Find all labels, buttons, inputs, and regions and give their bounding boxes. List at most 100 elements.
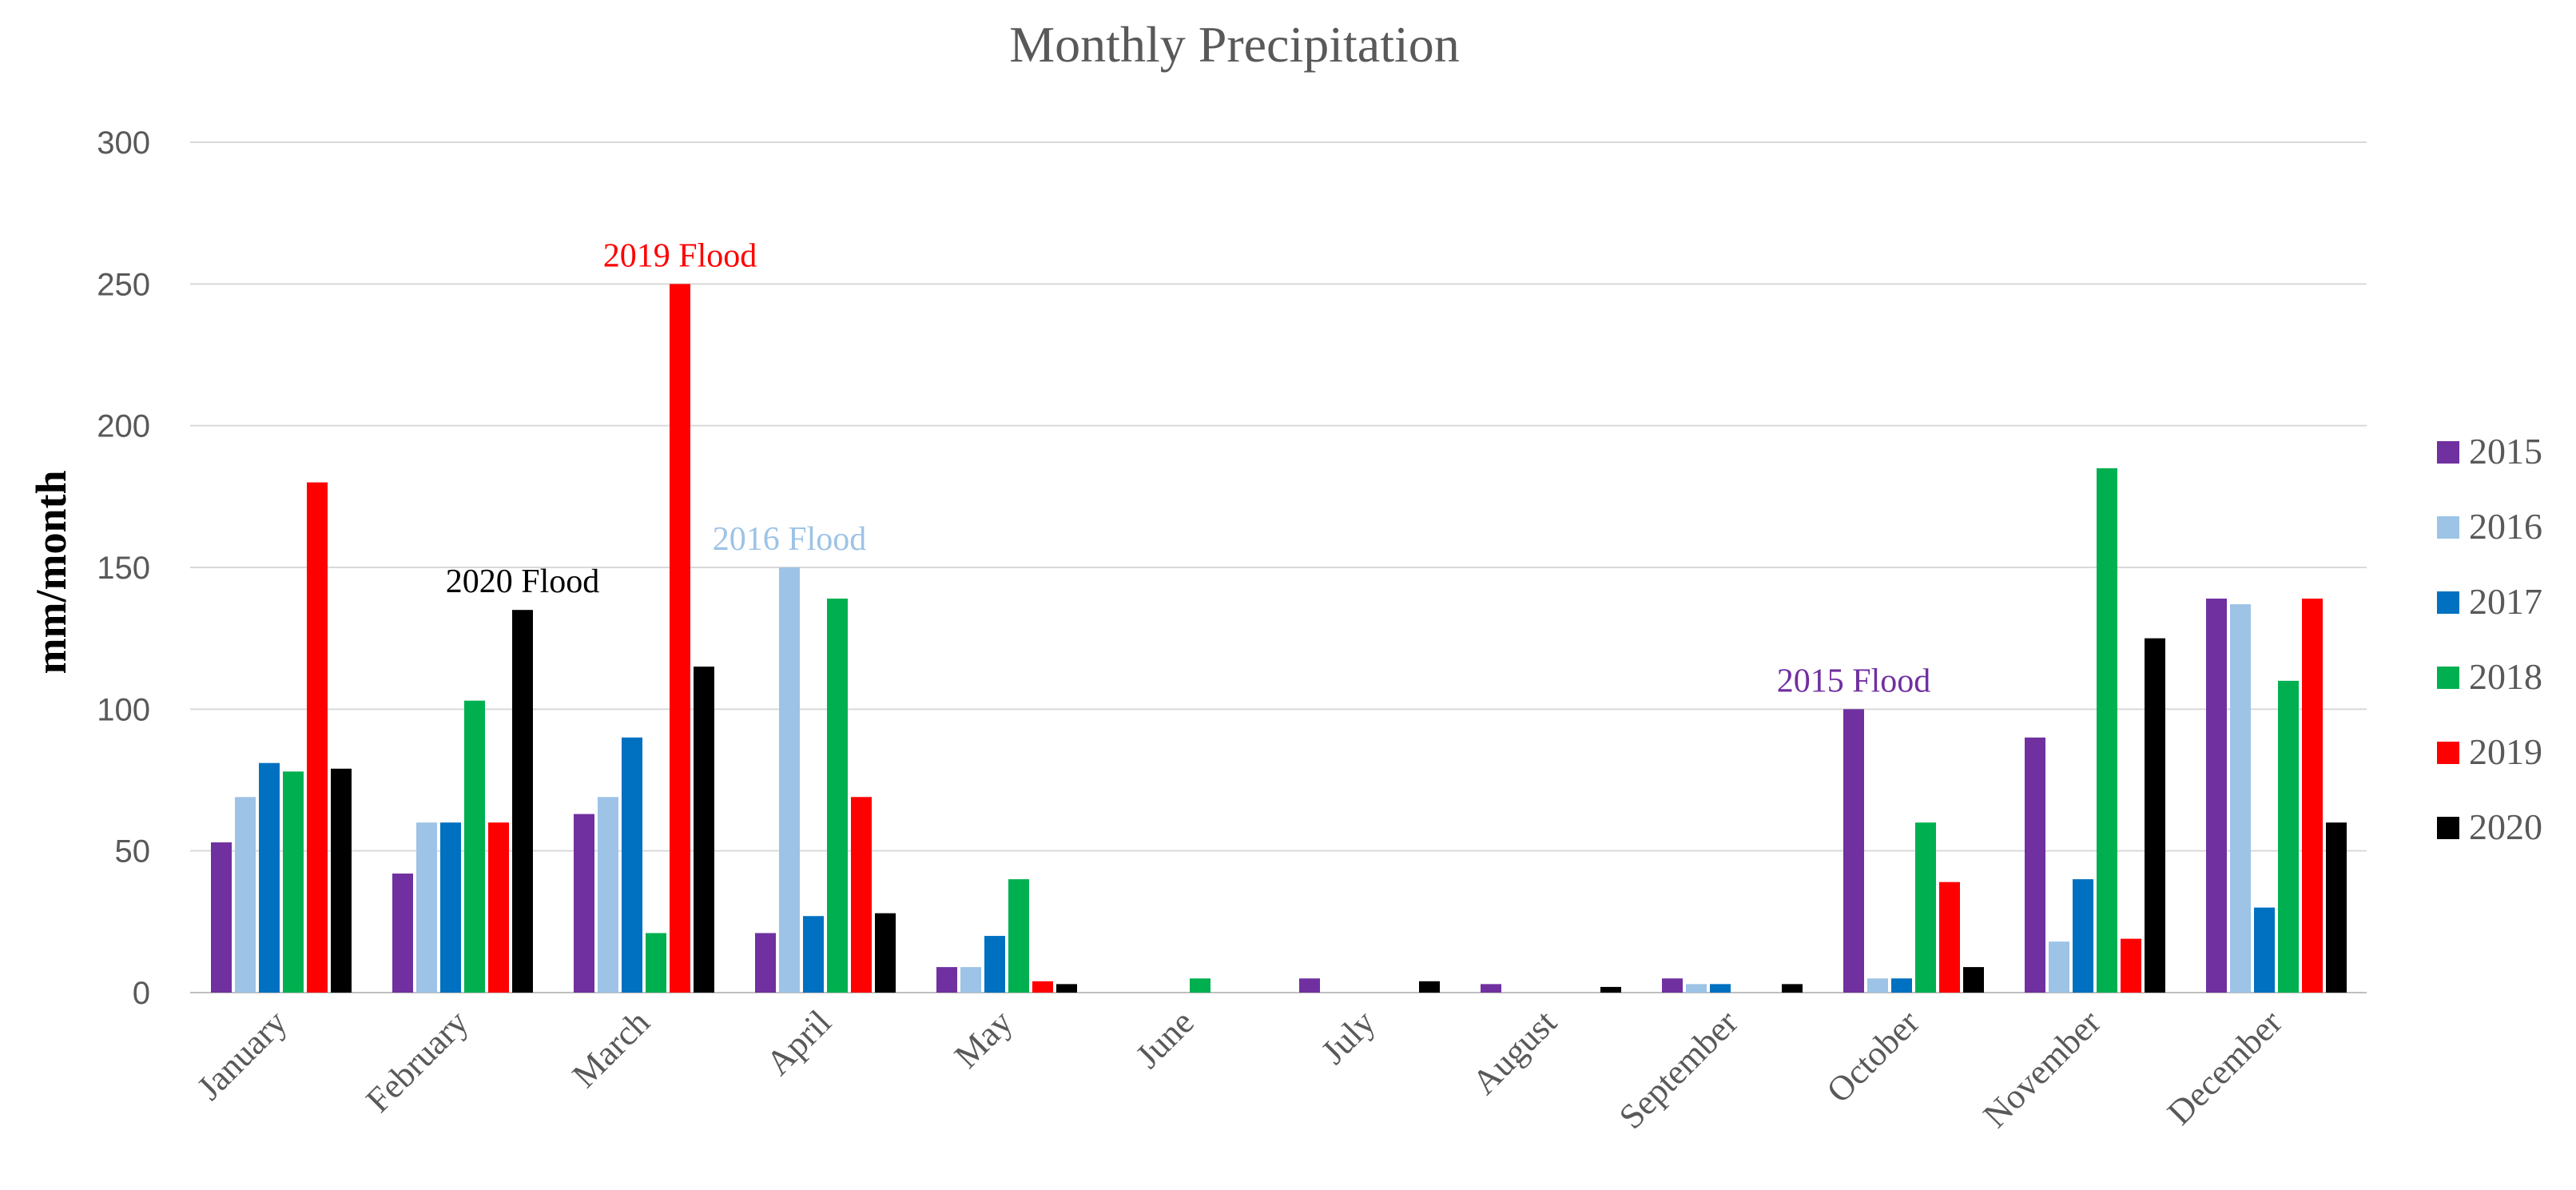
bar-2015-january bbox=[211, 842, 232, 993]
legend-swatch-2015 bbox=[2437, 441, 2459, 464]
x-tick-label: September bbox=[1612, 1002, 1746, 1136]
flood-annotation: 2016 Flood bbox=[713, 521, 867, 558]
bar-2017-september bbox=[1710, 984, 1731, 993]
bar-2019-january bbox=[307, 482, 328, 993]
y-tick-label: 250 bbox=[97, 267, 150, 302]
bar-2016-december bbox=[2230, 604, 2251, 993]
bar-2017-march bbox=[622, 737, 642, 993]
bar-2019-october bbox=[1939, 882, 1960, 993]
bar-2020-september bbox=[1782, 984, 1803, 993]
bar-2015-december bbox=[2206, 599, 2227, 993]
bar-2019-february bbox=[488, 822, 509, 993]
y-tick-label: 200 bbox=[97, 409, 150, 444]
legend-swatch-2020 bbox=[2437, 817, 2459, 839]
flood-annotation: 2020 Flood bbox=[446, 563, 600, 600]
bar-2020-february bbox=[512, 610, 533, 993]
bar-2019-may bbox=[1032, 981, 1053, 993]
bar-2019-december bbox=[2302, 599, 2323, 993]
bar-2015-november bbox=[2025, 737, 2045, 993]
x-tick-label: May bbox=[947, 1002, 1020, 1076]
bar-2020-october bbox=[1963, 967, 1984, 993]
bar-2020-december bbox=[2326, 822, 2347, 993]
bar-2018-march bbox=[646, 933, 666, 993]
bars-layer bbox=[211, 284, 2347, 993]
grid-layer: 0 50 100 150 200 250 300 bbox=[97, 125, 2367, 1011]
bar-2020-may bbox=[1056, 984, 1077, 993]
legend-label-2019: 2019 bbox=[2469, 731, 2542, 772]
bar-2018-november bbox=[2097, 468, 2117, 993]
x-tick-label: January bbox=[189, 1002, 294, 1107]
legend-label-2015: 2015 bbox=[2469, 431, 2542, 472]
legend: 2015 2016 2017 2018 2019 2020 bbox=[2437, 431, 2542, 847]
bar-2017-november bbox=[2073, 879, 2093, 993]
bar-2017-december bbox=[2254, 907, 2275, 993]
bar-2020-august bbox=[1600, 986, 1621, 993]
x-tick-label: March bbox=[565, 1002, 658, 1095]
y-tick-label: 100 bbox=[97, 692, 150, 727]
x-tick-label: October bbox=[1819, 1002, 1927, 1110]
bar-2016-october bbox=[1867, 978, 1888, 993]
bar-2020-january bbox=[331, 768, 352, 993]
y-tick-label: 50 bbox=[115, 834, 151, 870]
bar-2016-march bbox=[598, 797, 618, 993]
legend-label-2016: 2016 bbox=[2469, 506, 2542, 547]
bar-2019-march bbox=[670, 284, 690, 993]
flood-annotation: 2019 Flood bbox=[603, 237, 757, 274]
bar-2017-may bbox=[984, 936, 1005, 993]
bar-2018-february bbox=[464, 700, 485, 993]
legend-swatch-2018 bbox=[2437, 667, 2459, 689]
bar-2018-october bbox=[1915, 822, 1936, 993]
bar-2015-september bbox=[1662, 978, 1683, 993]
bar-2016-april bbox=[779, 567, 800, 993]
y-tick-label: 150 bbox=[97, 551, 150, 586]
x-tick-label: December bbox=[2160, 1002, 2290, 1132]
bar-2019-november bbox=[2121, 938, 2141, 993]
bar-2017-february bbox=[440, 822, 461, 993]
bar-2016-september bbox=[1686, 984, 1707, 993]
bar-2018-january bbox=[283, 771, 304, 993]
annotations-layer: 2019 Flood 2020 Flood 2016 Flood 2015 Flood bbox=[446, 237, 1931, 699]
bar-2020-april bbox=[875, 913, 896, 993]
bar-2016-november bbox=[2049, 941, 2069, 993]
bar-2018-june bbox=[1190, 978, 1210, 993]
bar-2016-may bbox=[960, 967, 981, 993]
y-tick-label: 300 bbox=[97, 125, 150, 161]
bar-2015-february bbox=[392, 874, 413, 993]
bar-2018-april bbox=[827, 599, 848, 993]
bar-2020-november bbox=[2145, 638, 2165, 993]
legend-swatch-2017 bbox=[2437, 591, 2459, 614]
x-tick-label: April bbox=[758, 1002, 838, 1082]
bar-2015-october bbox=[1843, 709, 1864, 993]
bar-2017-october bbox=[1891, 978, 1912, 993]
bar-2015-august bbox=[1481, 984, 1501, 993]
bar-2015-april bbox=[755, 933, 776, 993]
bar-2015-july bbox=[1299, 978, 1320, 993]
bar-2015-march bbox=[574, 814, 594, 993]
bar-2016-february bbox=[416, 822, 437, 993]
bar-2018-may bbox=[1008, 879, 1029, 993]
x-tick-label: November bbox=[1976, 1002, 2109, 1135]
legend-swatch-2016 bbox=[2437, 516, 2459, 539]
x-tick-label: July bbox=[1314, 1002, 1383, 1072]
y-axis-label: mm/month bbox=[27, 471, 75, 675]
x-tick-label: February bbox=[359, 1002, 476, 1120]
legend-label-2020: 2020 bbox=[2469, 806, 2542, 847]
bar-2017-january bbox=[259, 762, 280, 993]
chart-title: Monthly Precipitation bbox=[1009, 16, 1460, 73]
bar-2019-april bbox=[851, 797, 872, 993]
bar-2017-april bbox=[803, 916, 824, 993]
legend-swatch-2019 bbox=[2437, 742, 2459, 764]
x-tick-labels: January February March April May June July Augu… bbox=[189, 1002, 2290, 1136]
y-tick-label: 0 bbox=[133, 976, 150, 1011]
bar-2018-december bbox=[2278, 680, 2299, 993]
flood-annotation: 2015 Flood bbox=[1777, 663, 1931, 699]
legend-label-2017: 2017 bbox=[2469, 581, 2542, 622]
bar-2016-january bbox=[235, 797, 256, 993]
bar-2020-july bbox=[1419, 981, 1440, 993]
bar-2020-march bbox=[694, 667, 714, 993]
x-tick-label: June bbox=[1128, 1002, 1202, 1076]
x-tick-label: August bbox=[1465, 1002, 1564, 1102]
bar-2015-may bbox=[936, 967, 957, 993]
